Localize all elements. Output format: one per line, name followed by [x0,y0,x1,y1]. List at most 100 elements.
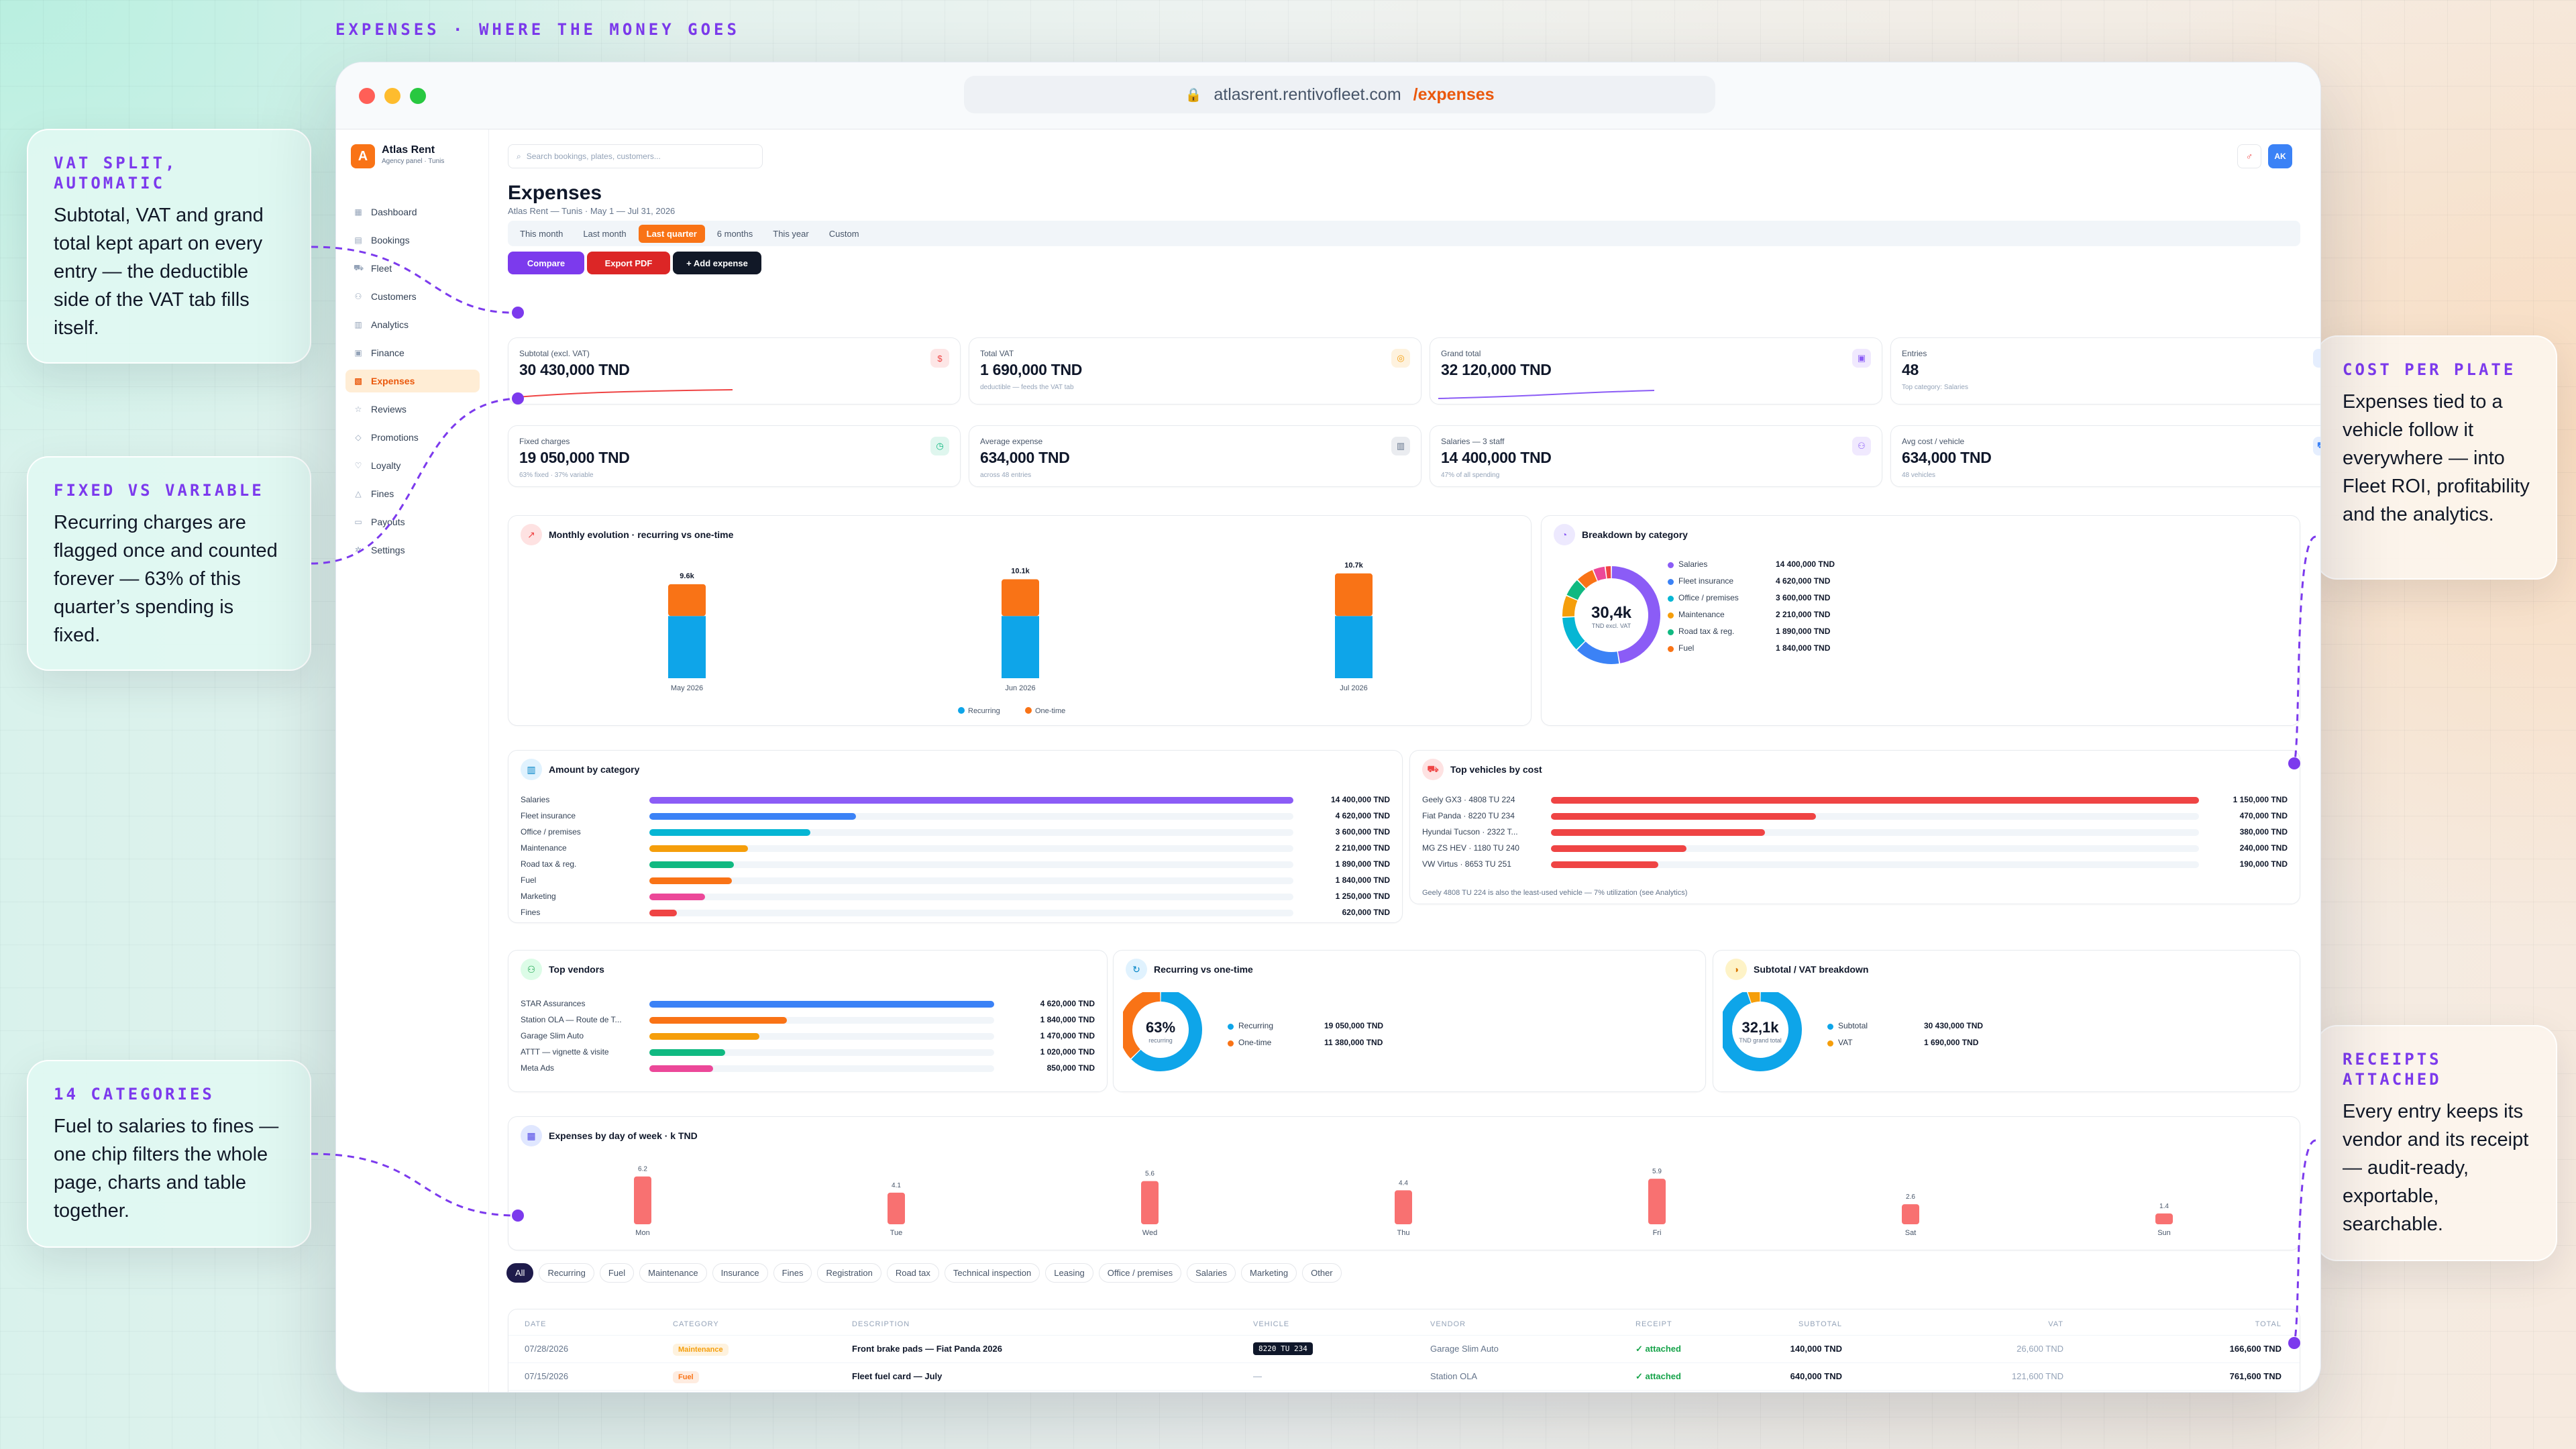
range-tab[interactable]: 6 months [716,228,753,239]
table-row[interactable]: 07/28/2026 Maintenance Front brake pads — … [508,1335,2300,1362]
card-title: Top vehicles by cost [1450,764,1542,775]
sidebar-item-reviews[interactable]: ☆ Reviews [345,398,480,421]
sidebar-item-bookings[interactable]: ▤ Bookings [345,229,480,252]
cell-receipt[interactable]: ✓ attached [1635,1371,1681,1381]
range-tab[interactable]: This year [773,228,809,239]
sidebar-item-payouts[interactable]: ▭ Payouts [345,511,480,533]
filter-chip[interactable]: Leasing [1045,1263,1093,1283]
filter-chip[interactable]: Road tax [886,1263,939,1283]
filter-chip[interactable]: Insurance [712,1263,768,1283]
add-expense-button[interactable]: + Add expense [673,252,761,274]
filter-chip[interactable]: Marketing [1241,1263,1297,1283]
cell-receipt[interactable]: ✓ attached [1635,1344,1681,1354]
filter-chip[interactable]: Maintenance [639,1263,707,1283]
sidebar-item-analytics[interactable]: ▥ Analytics [345,313,480,336]
sidebar-item-fleet[interactable]: ⛟ Fleet [345,257,480,280]
notifications-icon[interactable]: ♂ [2237,144,2261,168]
filter-chip[interactable]: Office / premises [1098,1263,1182,1283]
kpi-value: 634,000 TND [1902,449,1992,466]
donut-slice [1131,992,1202,1071]
row-label: Marketing [521,892,556,901]
bar-track [1551,861,2199,868]
legend-label: Office / premises [1678,593,1739,602]
column-header[interactable]: DESCRIPTION [852,1320,910,1328]
sidebar-item-fines[interactable]: △ Fines [345,482,480,505]
sidebar-item-customers[interactable]: ⚇ Customers [345,285,480,308]
legend-label: Road tax & reg. [1678,627,1735,636]
avatar[interactable]: AK [2268,144,2292,168]
sparkline-path [1438,390,1655,399]
dollar-icon: $ [930,349,949,368]
maximize-window-button[interactable] [410,88,426,104]
column-header[interactable]: VAT [2048,1320,2063,1328]
sidebar-item-dashboard[interactable]: ▦ Dashboard [345,201,480,223]
filter-chip[interactable]: Recurring [539,1263,594,1283]
search-input[interactable]: ⌕ Search bookings, plates, customers... [508,144,763,168]
row-value: 620,000 TND [1342,908,1390,917]
repeat-icon: ↻ [1126,959,1147,980]
column-header[interactable]: CATEGORY [673,1320,719,1328]
sidebar-item-promotions[interactable]: ◇ Promotions [345,426,480,449]
legend-dot [1668,596,1674,602]
bar-fill [649,1049,726,1056]
bar-track [649,1017,994,1024]
sidebar-item-expenses[interactable]: ▧ Expenses [345,370,480,392]
sidebar-item-loyalty[interactable]: ♡ Loyalty [345,454,480,477]
column-header[interactable]: RECEIPT [1635,1320,1672,1328]
filter-chip[interactable]: Technical inspection [944,1263,1040,1283]
star-icon: ☆ [354,405,362,414]
row-value: 850,000 TND [1046,1063,1095,1073]
row-value: 1 840,000 TND [1335,875,1390,885]
url-host: atlasrent.rentivofleet.com [1214,85,1401,104]
column-header[interactable]: SUBTOTAL [1798,1320,1842,1328]
range-tab[interactable]: Custom [828,228,859,239]
vehicle-plate[interactable]: 8220 TU 234 [1253,1342,1313,1355]
table-row[interactable]: 07/01/2026SalariesAgency staff — July (3… [508,1390,2300,1392]
cell-vat: 26,600 TND [2017,1344,2063,1354]
bar-chart-icon: ▥ [1391,437,1410,455]
legend-value: 3 600,000 TND [1776,593,1831,602]
sidebar-item-finance[interactable]: ▣ Finance [345,341,480,364]
export-pdf-button[interactable]: Export PDF [587,252,670,274]
gift-icon: ♡ [354,461,362,470]
filter-chip[interactable]: Other [1302,1263,1342,1283]
chart-icon: ▥ [354,320,362,329]
bank-icon: ▭ [354,517,362,527]
filter-chip[interactable]: Fuel [599,1263,635,1283]
sidebar-item-label: Fines [371,488,394,499]
date-range-tabs: This month Last month Last quarter 6 months… [508,221,2300,246]
callout-title: VAT SPLIT, AUTOMATIC [54,154,178,193]
range-tab[interactable]: Last quarter [638,224,705,243]
kpi-sub: Top category: Salaries [1902,384,1968,391]
document-icon: ▯ [2313,349,2320,368]
weekday-bar [634,1176,651,1224]
kpi-value: 48 [1902,361,1919,378]
wallet-icon: ▣ [354,348,362,358]
range-tab[interactable]: This month [520,228,564,239]
legend-label: Recurring [968,707,1000,715]
trend-icon: ↗ [521,524,542,545]
monthly-chart: 9.6k May 2026 10.1k Jun 2026 10.7k Jul 2026 Re… [668,561,1373,715]
x-tick-label: May 2026 [671,684,703,692]
close-window-button[interactable] [359,88,375,104]
column-header[interactable]: VEHICLE [1253,1320,1290,1328]
filter-chip[interactable]: Salaries [1187,1263,1236,1283]
bar-track [649,894,1293,900]
filter-chip[interactable]: Registration [817,1263,881,1283]
minimize-window-button[interactable] [384,88,400,104]
column-header[interactable]: DATE [525,1320,547,1328]
filter-chip[interactable]: Fines [773,1263,812,1283]
legend-dot [1228,1024,1234,1030]
table-row[interactable]: 07/15/2026 Fuel Fleet fuel card — July — Sta… [508,1362,2300,1389]
kpi-sub: across 48 entries [980,472,1032,479]
legend-label: Recurring [1238,1021,1274,1030]
compare-button[interactable]: Compare [508,252,584,274]
filter-chip[interactable]: All [506,1263,534,1283]
address-bar[interactable]: 🔒 atlasrent.rentivofleet.com /expenses [964,76,1715,113]
range-tab[interactable]: Last month [583,228,627,239]
sidebar-item-settings[interactable]: ✲ Settings [345,539,480,561]
row-value: 190,000 TND [2239,859,2288,869]
bar-track [649,845,1293,852]
column-header[interactable]: TOTAL [2255,1320,2282,1328]
column-header[interactable]: VENDOR [1430,1320,1466,1328]
